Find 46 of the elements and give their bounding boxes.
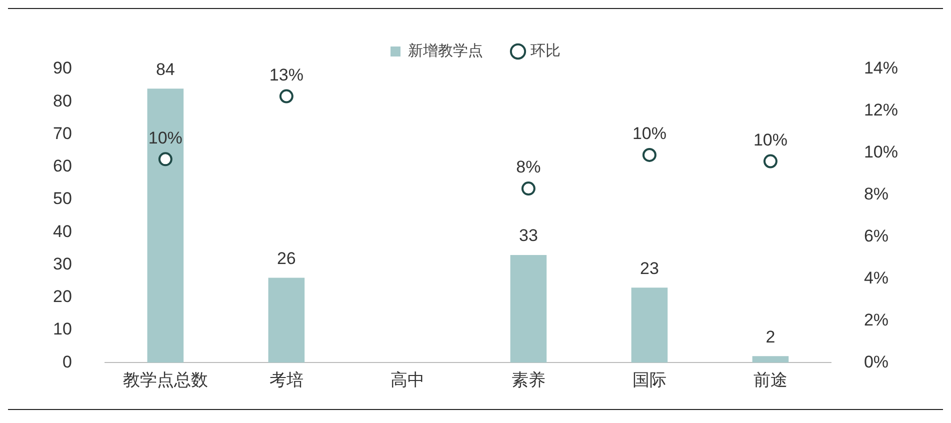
y2-tick-label: 14% <box>864 58 898 78</box>
data-label: 10% <box>148 128 182 148</box>
y-tick-label: 90 <box>52 58 72 78</box>
data-label: 10% <box>632 124 666 144</box>
point <box>158 152 172 166</box>
y-tick-label: 10 <box>52 320 72 339</box>
data-label: 84 <box>156 60 175 79</box>
bar <box>268 278 305 363</box>
x-tick-label: 考培 <box>269 370 304 390</box>
data-label: 10% <box>753 130 788 150</box>
bar <box>752 356 789 363</box>
y-tick-label: 60 <box>52 156 72 176</box>
data-label: 26 <box>276 248 296 268</box>
y-tick-label: 30 <box>52 254 72 274</box>
y2-tick-label: 12% <box>864 100 898 120</box>
y-tick-label: 70 <box>52 124 72 143</box>
point <box>763 154 778 168</box>
point <box>521 182 536 196</box>
y2-tick-label: 8% <box>864 184 889 204</box>
x-tick-label: 素养 <box>511 370 546 390</box>
legend-label: 环比 <box>530 41 560 60</box>
point <box>642 148 656 162</box>
data-label: 33 <box>518 226 538 246</box>
y-tick-label: 0 <box>62 352 72 372</box>
y2-tick-label: 4% <box>864 268 889 288</box>
bar <box>510 254 547 363</box>
x-tick-label: 前途 <box>753 370 788 390</box>
y-tick-label: 40 <box>52 222 72 241</box>
data-label: 8% <box>516 158 541 177</box>
bar <box>147 88 184 363</box>
y2-tick-label: 10% <box>864 142 898 162</box>
point <box>279 89 294 104</box>
x-tick-label: 教学点总数 <box>122 370 208 390</box>
x-tick-label: 国际 <box>632 370 666 390</box>
y2-tick-label: 6% <box>864 226 889 246</box>
y2-tick-label: 0% <box>864 352 889 372</box>
data-label: 13% <box>269 65 304 84</box>
y-tick-label: 50 <box>52 189 72 208</box>
bar <box>631 288 668 363</box>
y2-tick-label: 2% <box>864 310 889 330</box>
data-label: 2 <box>766 327 776 346</box>
y-tick-label: 80 <box>52 91 72 110</box>
data-label: 23 <box>640 258 659 278</box>
legend-label: 新增教学点 <box>408 41 483 60</box>
y-tick-label: 20 <box>52 287 72 306</box>
x-tick-label: 高中 <box>390 370 424 390</box>
